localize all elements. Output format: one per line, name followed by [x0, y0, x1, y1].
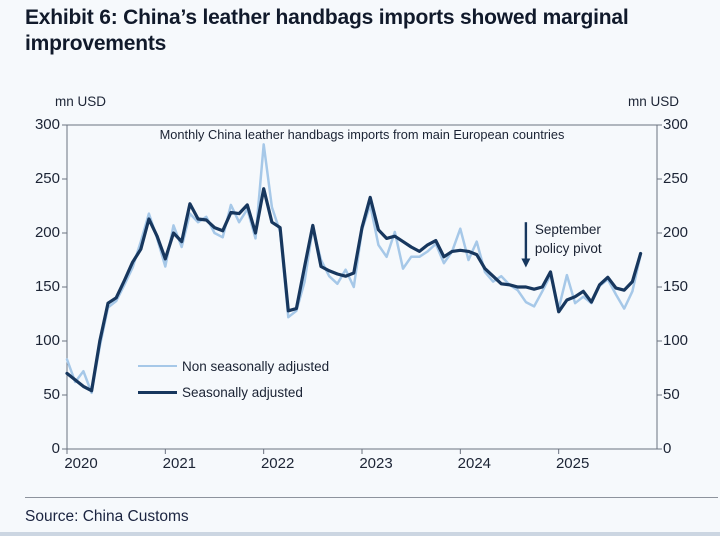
y-tick-label-left: 50: [43, 386, 60, 403]
x-tick-label-year: 2025: [555, 455, 590, 472]
annotation-line-2: policy pivot: [534, 241, 602, 257]
y-tick-label-left: 300: [34, 116, 60, 133]
y-tick-label-right: 50: [663, 386, 680, 403]
y-tick-label-right: 150: [663, 278, 689, 295]
y-tick-label-left: 200: [34, 224, 60, 241]
source-divider: [25, 497, 718, 498]
y-tick-label-left: 0: [51, 440, 60, 457]
annotation-line-1: September: [534, 222, 601, 238]
x-tick-label-year: 2024: [457, 455, 492, 472]
y-tick-label-right: 0: [663, 440, 672, 457]
y-tick-label-right: 100: [663, 332, 689, 349]
sa-line-swatch: [138, 390, 177, 394]
series-line-seasonally-adjusted: [65, 187, 643, 393]
source-text: Source: China Customs: [25, 508, 189, 525]
x-tick-label-year: 2020: [64, 455, 98, 472]
series-line-non-seasonally-adjusted: [65, 143, 642, 395]
bottom-edge-strip: [0, 532, 720, 536]
legend-label-sa: Seasonally adjusted: [182, 384, 303, 400]
chart-legend: Non seasonally adjusted Seasonally adjus…: [138, 353, 329, 405]
y-axis-unit-right: mn USD: [628, 94, 680, 109]
y-tick-label-left: 100: [34, 332, 60, 349]
annotation-september-policy-pivot: September policy pivot: [535, 220, 602, 258]
exhibit-title: Exhibit 6: China’s leather handbags impo…: [25, 6, 629, 55]
legend-item-sa: Seasonally adjusted: [138, 379, 329, 405]
x-tick-label-year: 2022: [260, 455, 295, 472]
legend-label-nsa: Non seasonally adjusted: [182, 358, 330, 374]
y-tick-label-left: 150: [34, 278, 60, 295]
x-tick-label-year: 2023: [359, 455, 393, 472]
chart-subtitle: Monthly China leather handbags imports f…: [159, 127, 565, 142]
y-tick-label-right: 300: [663, 116, 689, 133]
nsa-line-swatch: [138, 364, 177, 368]
legend-item-nsa: Non seasonally adjusted: [138, 353, 329, 379]
annotation-arrow-head: [521, 258, 531, 268]
y-tick-label-right: 200: [663, 224, 689, 241]
y-tick-label-left: 250: [34, 170, 60, 187]
x-tick-label-year: 2021: [162, 455, 197, 472]
y-axis-unit-left: mn USD: [55, 94, 107, 109]
y-tick-label-right: 250: [663, 170, 689, 187]
